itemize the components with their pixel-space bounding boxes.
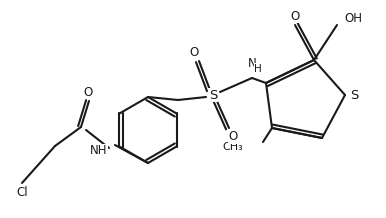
Text: O: O — [290, 10, 300, 22]
Text: H: H — [254, 64, 262, 74]
Text: NH: NH — [90, 145, 107, 157]
Text: O: O — [190, 46, 199, 58]
Text: Cl: Cl — [16, 186, 28, 199]
Text: CH₃: CH₃ — [222, 142, 243, 152]
Text: N: N — [248, 56, 256, 70]
Text: S: S — [350, 89, 358, 102]
Text: O: O — [229, 131, 238, 143]
Text: O: O — [83, 85, 93, 99]
Text: OH: OH — [344, 12, 362, 24]
Text: S: S — [209, 89, 217, 102]
